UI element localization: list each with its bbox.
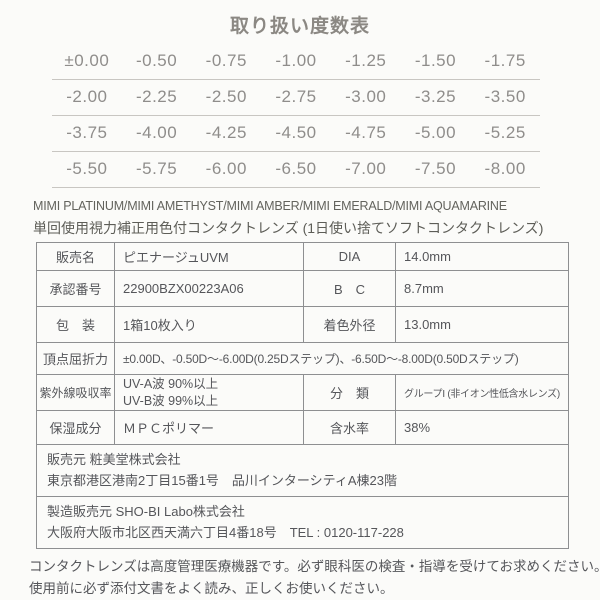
power-cell: -5.00 [414,123,457,142]
spec-row-packaging: 包 装 1箱10枚入り 着色外径 13.0mm [36,306,569,343]
power-row: -2.00 -2.25 -2.50 -2.75 -3.00 -3.25 -3.5… [52,80,540,116]
power-cell: -4.00 [135,123,178,142]
spec-value-packaging: 1箱10枚入り [114,306,304,343]
seller-info: 販売元 粧美堂株式会社 東京都港区港南2丁目15番1号 品川インターシティA棟2… [36,444,569,497]
power-cell: -4.75 [345,123,387,142]
spec-value-dia: 14.0mm [395,242,569,271]
manufacturer-name: 製造販売元 SHO-BI Labo株式会社 [47,503,245,519]
manufacturer-info: 製造販売元 SHO-BI Labo株式会社 大阪府大阪市北区西天満六丁目4番18… [36,495,569,549]
spec-label-packaging: 包 装 [36,306,115,343]
spec-label-moisture: 保湿成分 [36,410,115,445]
warning-line-2: 使用前に必ず添付文書をよく読み、正しくお使いください。 [29,581,394,596]
spec-value-classification: グループⅠ (非イオン性低含水レンズ) [395,374,569,411]
product-category-line: 単回使用視力補正用色付コンタクトレンズ (1日使い捨てソフトコンタクトレンズ) [33,220,544,236]
power-cell: -0.50 [135,51,178,70]
spec-row-vertex-power: 頂点屈折力 ±0.00D、-0.50D〜-6.00D(0.25Dステップ)、-6… [36,342,569,375]
uv-a-line: UV-A波 90%以上 [123,377,219,392]
spec-label-water-content: 含水率 [303,410,396,445]
power-cell: -2.25 [135,87,178,106]
spec-label-sales-name: 販売名 [36,242,115,271]
power-cell: -7.00 [345,159,387,178]
power-cell: ±0.00 [64,51,110,70]
power-cell: -4.50 [275,123,317,142]
power-row: -5.50 -5.75 -6.00 -6.50 -7.00 -7.50 -8.0… [52,152,540,188]
power-cell: -6.50 [275,159,317,178]
spec-value-water-content: 38% [395,410,569,445]
power-cell: -5.75 [135,159,178,178]
brand-names-line: MIMI PLATINUM/MIMI AMETHYST/MIMI AMBER/M… [33,199,507,213]
spec-row-uv-absorption: 紫外線吸収率 UV-A波 90%以上 UV-B波 99%以上 分 類 グループⅠ… [36,374,569,411]
spec-row-moisture: 保湿成分 ＭＰＣポリマー 含水率 38% [36,410,569,445]
power-row: ±0.00 -0.50 -0.75 -1.00 -1.25 -1.50 -1.7… [52,44,540,80]
power-cell: -1.75 [484,51,526,70]
power-table: ±0.00 -0.50 -0.75 -1.00 -1.25 -1.50 -1.7… [52,44,540,188]
spec-row-seller: 販売元 粧美堂株式会社 東京都港区港南2丁目15番1号 品川インターシティA棟2… [36,444,569,497]
power-cell: -2.00 [66,87,108,106]
power-cell: -3.25 [414,87,457,106]
power-cell: -1.50 [414,51,457,70]
seller-name: 販売元 粧美堂株式会社 [47,452,181,467]
spec-label-dia: DIA [303,242,396,271]
power-cell: -7.50 [414,159,457,178]
spec-label-bc: B C [303,270,396,307]
power-cell: -3.50 [484,87,526,106]
spec-value-bc: 8.7mm [395,270,569,307]
spec-row-manufacturer: 製造販売元 SHO-BI Labo株式会社 大阪府大阪市北区西天満六丁目4番18… [36,495,569,549]
power-cell: -8.00 [484,159,526,178]
page-title: 取り扱い度数表 [229,16,370,37]
spec-value-approval-no: 22900BZX00223A06 [114,270,304,307]
power-cell: -4.25 [205,123,247,142]
spec-value-uv-absorption: UV-A波 90%以上 UV-B波 99%以上 [114,374,304,411]
power-row: -3.75 -4.00 -4.25 -4.50 -4.75 -5.00 -5.2… [52,116,540,152]
spec-value-vertex-power: ±0.00D、-0.50D〜-6.00D(0.25Dステップ)、-6.50D〜-… [114,342,569,375]
power-cell: -1.25 [345,51,387,70]
spec-label-classification: 分 類 [303,374,396,411]
spec-label-tint-diameter: 着色外径 [303,306,396,343]
power-cell: -0.75 [205,51,247,70]
power-cell: -3.75 [66,123,108,142]
power-cell: -1.00 [275,51,317,70]
power-cell: -5.50 [66,159,108,178]
power-cell: -6.00 [205,159,247,178]
power-cell: -2.50 [205,87,247,106]
power-cell: -5.25 [484,123,526,142]
spec-row-sales-name: 販売名 ピエナージュUVM DIA 14.0mm [36,242,569,271]
spec-label-approval-no: 承認番号 [36,270,115,307]
spec-value-moisture: ＭＰＣポリマー [114,410,304,445]
manufacturer-address: 大阪府大阪市北区西天満六丁目4番18号 TEL : 0120-117-228 [47,525,404,541]
spec-label-vertex-power: 頂点屈折力 [36,342,115,375]
warning-text: コンタクトレンズは高度管理医療機器です。必ず眼科医の検査・指導を受けてお求めくだ… [29,556,600,600]
seller-address: 東京都港区港南2丁目15番1号 品川インターシティA棟23階 [47,473,398,489]
spec-table: 販売名 ピエナージュUVM DIA 14.0mm 承認番号 22900BZX00… [36,242,569,549]
warning-line-1: コンタクトレンズは高度管理医療機器です。必ず眼科医の検査・指導を受けてお求めくだ… [29,559,600,574]
uv-b-line: UV-B波 99%以上 [123,393,219,408]
spec-value-sales-name: ピエナージュUVM [114,242,304,271]
power-cell: -3.00 [345,87,387,106]
power-cell: -2.75 [275,87,317,106]
spec-value-tint-diameter: 13.0mm [395,306,569,343]
spec-row-approval-no: 承認番号 22900BZX00223A06 B C 8.7mm [36,270,569,307]
spec-label-uv-absorption: 紫外線吸収率 [36,374,115,411]
